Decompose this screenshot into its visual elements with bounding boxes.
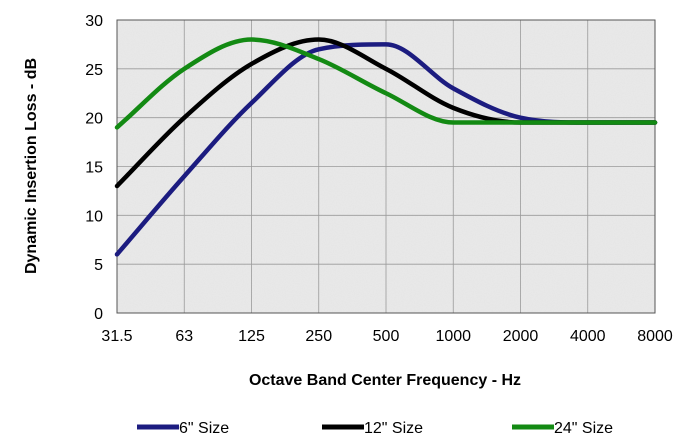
plot-border — [116, 19, 656, 314]
y-axis-label: Dynamic Insertion Loss - dB — [23, 58, 40, 274]
x-tick-label: 1000 — [435, 328, 471, 345]
y-tick-label: 25 — [85, 62, 103, 79]
x-axis-ticks: 31.5 63 125 250 500 1000 2000 4000 8000 — [101, 328, 672, 345]
series-lines — [114, 37, 658, 257]
x-tick-label: 63 — [175, 328, 193, 345]
legend-label: 6" Size — [179, 420, 229, 435]
gridlines — [117, 20, 655, 313]
y-tick-label: 20 — [85, 111, 103, 128]
y-tick-label: 5 — [94, 257, 103, 274]
x-tick-label: 8000 — [637, 328, 673, 345]
legend: 6" Size 12" Size 24" Size — [137, 420, 613, 435]
y-tick-label: 30 — [85, 13, 103, 30]
x-tick-label: 250 — [305, 328, 332, 345]
x-tick-label: 2000 — [503, 328, 539, 345]
x-tick-label: 125 — [238, 328, 265, 345]
y-axis-ticks: 0 5 10 15 20 25 30 — [85, 13, 103, 323]
series-line-3 — [114, 37, 658, 130]
y-tick-label: 15 — [85, 160, 103, 177]
legend-label: 12" Size — [364, 420, 423, 435]
x-tick-label: 4000 — [570, 328, 606, 345]
x-axis-label: Octave Band Center Frequency - Hz — [249, 372, 521, 389]
y-tick-label: 0 — [94, 306, 103, 323]
legend-label: 24" Size — [554, 420, 613, 435]
x-tick-label: 500 — [373, 328, 400, 345]
x-tick-label: 31.5 — [101, 328, 132, 345]
y-tick-label: 10 — [85, 208, 103, 225]
